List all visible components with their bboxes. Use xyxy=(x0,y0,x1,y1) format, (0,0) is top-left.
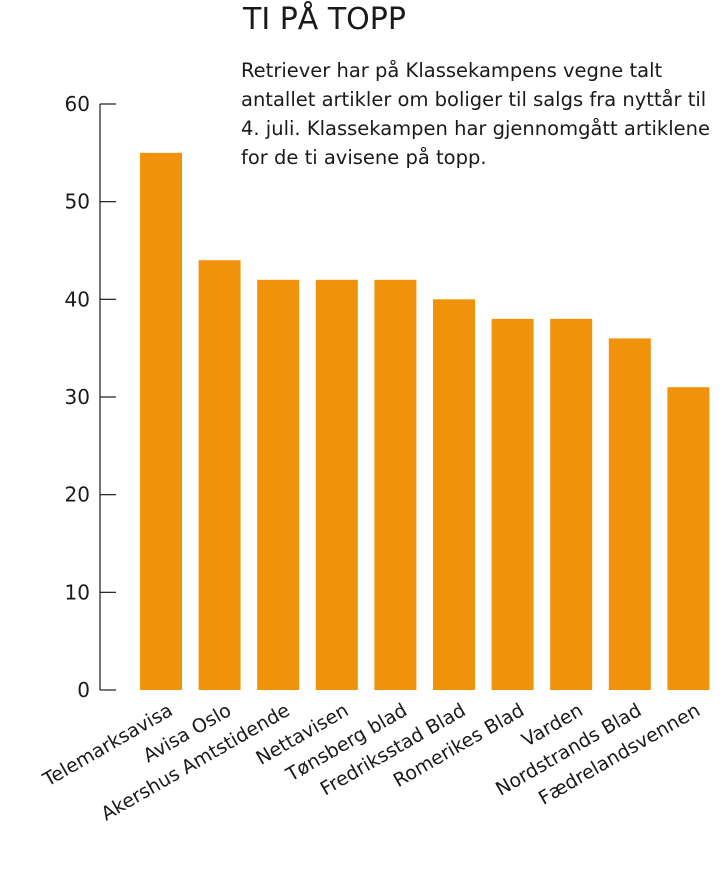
y-tick-label: 50 xyxy=(65,190,90,214)
bar xyxy=(198,260,241,690)
y-tick-label: 10 xyxy=(65,580,90,604)
y-tick-label: 60 xyxy=(65,92,90,116)
y-tick-label: 20 xyxy=(65,483,90,507)
chart-title: TI PÅ TOPP xyxy=(243,2,406,37)
bar xyxy=(608,338,651,690)
y-tick-label: 0 xyxy=(77,678,90,702)
bar xyxy=(550,318,593,690)
bar xyxy=(491,318,534,690)
y-tick-label: 40 xyxy=(65,287,90,311)
bar xyxy=(433,299,475,690)
bar xyxy=(667,387,710,690)
bar-series xyxy=(140,152,710,691)
chart-subtitle: Retriever har på Klassekampens vegne tal… xyxy=(241,59,710,169)
bar xyxy=(257,279,300,690)
bar xyxy=(315,279,358,690)
y-tick-label: 30 xyxy=(65,385,90,409)
bar xyxy=(140,152,182,691)
y-axis: 0 10 20 30 40 50 60 xyxy=(65,92,116,702)
bar xyxy=(374,279,417,690)
